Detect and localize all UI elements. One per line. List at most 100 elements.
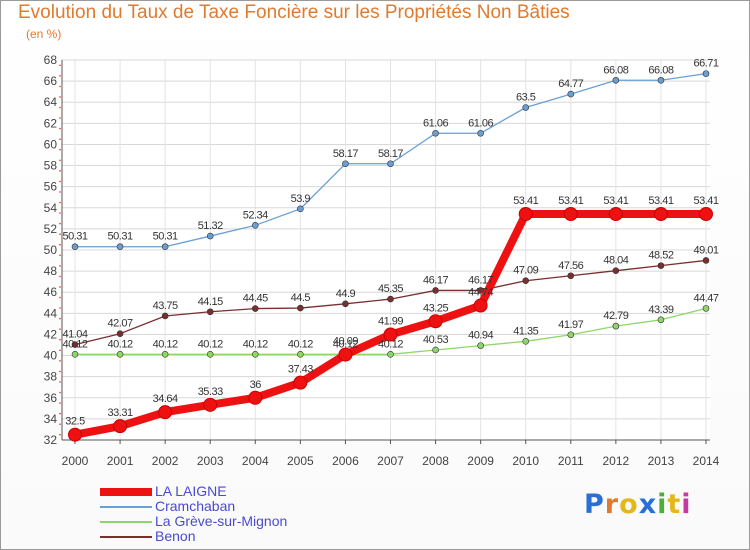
x-tick-label: 2013 <box>648 454 675 468</box>
y-tick-label: 52 <box>44 222 58 236</box>
data-point <box>563 207 578 222</box>
data-point <box>612 322 620 330</box>
data-point <box>518 207 533 222</box>
data-label: 40.12 <box>198 338 223 350</box>
data-label: 51.32 <box>198 220 223 232</box>
chart-title: Evolution du Taux de Taxe Foncière sur l… <box>18 2 570 23</box>
data-point <box>71 341 79 348</box>
data-label: 32.5 <box>65 416 85 428</box>
data-label: 40.12 <box>108 338 133 350</box>
y-minor-tick <box>59 138 61 140</box>
brand-letter: r <box>604 489 620 520</box>
data-point <box>653 207 668 222</box>
data-point <box>699 207 713 222</box>
data-label: 40.12 <box>153 338 178 350</box>
y-minor-tick <box>59 328 61 330</box>
data-point <box>297 350 304 358</box>
data-point <box>206 232 214 240</box>
data-point <box>116 350 124 358</box>
legend-swatch <box>100 506 152 508</box>
legend-swatch <box>100 521 152 523</box>
data-label: 33.31 <box>108 407 133 419</box>
x-tick-label: 2004 <box>242 454 269 468</box>
data-point <box>383 327 398 342</box>
data-point <box>251 222 259 229</box>
data-label: 42.79 <box>603 310 628 322</box>
data-label: 40.09 <box>333 336 358 348</box>
data-label: 41.97 <box>558 319 583 331</box>
y-tick-label: 32 <box>44 433 58 447</box>
data-label: 37.43 <box>288 364 313 376</box>
y-minor-tick <box>59 170 61 172</box>
data-point <box>432 129 439 137</box>
y-tick-label: 54 <box>44 201 58 215</box>
y-minor-tick <box>59 127 61 130</box>
x-tick-label: 2006 <box>332 454 359 468</box>
y-minor-tick <box>59 180 61 183</box>
data-point <box>338 347 353 362</box>
y-tick-label: 44 <box>44 306 58 320</box>
data-label: 44.45 <box>243 293 268 305</box>
data-label: 58.17 <box>333 148 358 160</box>
y-tick-label: 62 <box>44 116 58 130</box>
y-tick-label: 60 <box>44 137 58 151</box>
data-label: 41.04 <box>62 329 87 341</box>
data-label: 46.17 <box>468 274 493 286</box>
data-point <box>432 287 439 294</box>
data-point <box>161 350 169 358</box>
y-minor-tick <box>59 64 61 67</box>
data-point <box>206 308 214 316</box>
y-minor-tick <box>59 360 61 362</box>
y-minor-tick <box>59 117 61 119</box>
y-minor-tick <box>59 402 61 404</box>
y-tick-label: 38 <box>44 370 58 384</box>
data-point <box>428 314 443 329</box>
data-point <box>297 304 304 312</box>
data-point <box>161 243 169 251</box>
brand-letter: i <box>681 489 692 520</box>
brand-letter: t <box>667 489 682 520</box>
data-label: 43.39 <box>648 304 673 316</box>
data-label: 45.35 <box>378 283 403 295</box>
data-label: 43.25 <box>423 302 448 314</box>
data-point <box>702 257 710 264</box>
x-tick-label: 2010 <box>512 454 539 468</box>
data-label: 43.75 <box>153 300 178 312</box>
data-point <box>342 300 349 308</box>
y-minor-tick <box>59 85 61 88</box>
data-label: 53.41 <box>693 195 718 207</box>
x-tick-label: 2012 <box>603 454 630 468</box>
data-label: 40.94 <box>468 330 493 342</box>
data-point <box>203 397 218 412</box>
y-minor-tick <box>59 286 61 288</box>
data-label: 40.12 <box>62 338 87 350</box>
data-label: 47.56 <box>558 260 583 272</box>
data-point <box>342 160 349 168</box>
data-point <box>657 76 665 84</box>
data-point <box>473 298 488 313</box>
y-minor-tick <box>59 191 61 193</box>
data-point <box>612 76 620 84</box>
y-tick-label: 34 <box>44 412 58 426</box>
y-minor-tick <box>59 391 61 394</box>
data-point <box>158 405 173 420</box>
y-minor-tick <box>59 265 61 267</box>
data-label: 40.12 <box>288 338 313 350</box>
y-tick-label: 64 <box>44 95 58 109</box>
data-point <box>522 277 530 285</box>
brand-logo: Proxiti <box>584 489 692 520</box>
data-point <box>477 342 484 349</box>
x-tick-label: 2014 <box>693 454 720 468</box>
y-minor-tick <box>59 423 61 425</box>
data-point <box>68 427 82 442</box>
data-label: 44.47 <box>693 292 718 304</box>
data-label: 40.53 <box>423 334 448 346</box>
data-label: 53.41 <box>558 195 583 207</box>
brand-letter: x <box>638 489 658 520</box>
y-minor-tick <box>59 433 61 436</box>
data-label: 66.08 <box>603 64 628 76</box>
data-point <box>206 350 214 358</box>
legend-label: Cramchaban <box>155 498 236 514</box>
data-label: 48.04 <box>603 255 628 267</box>
x-tick-label: 2000 <box>62 454 89 468</box>
